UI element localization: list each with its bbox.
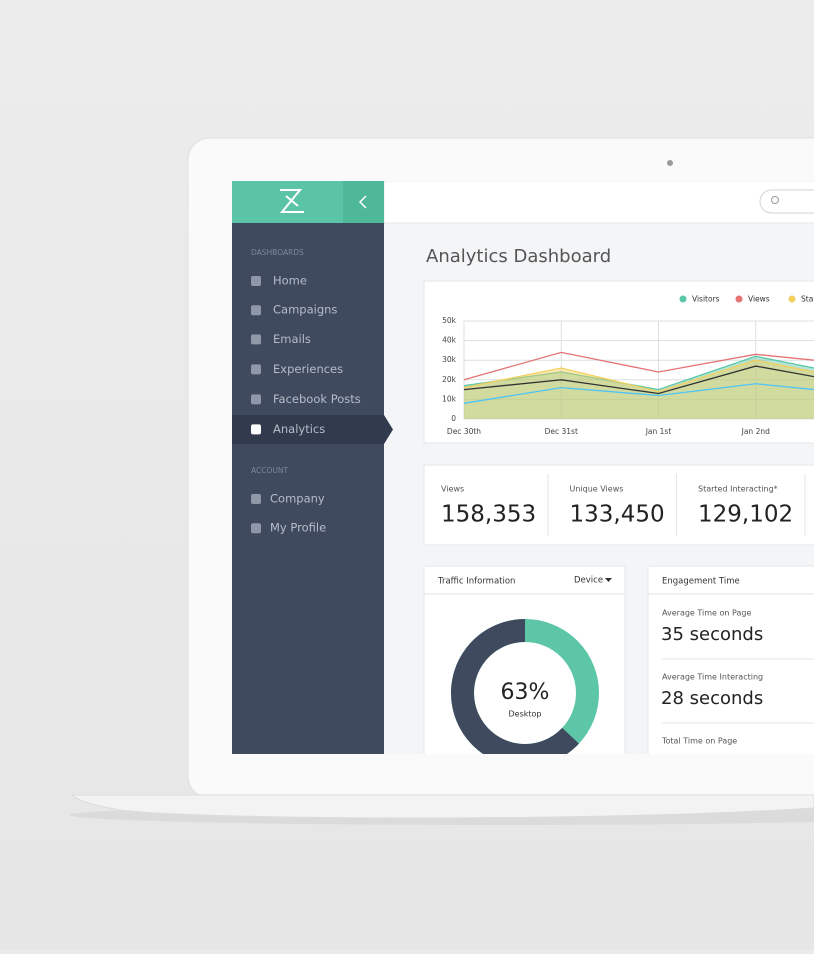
screen: Analytics Dashboard Traffic Information … — [232, 181, 814, 754]
laptop-base — [70, 794, 814, 819]
nav-item[interactable]: Home — [273, 274, 307, 288]
metric-value: 28 seconds — [661, 688, 763, 709]
card-title: Traffic Information — [437, 577, 515, 587]
legend-label: Sta — [801, 295, 813, 304]
donut-segment — [451, 619, 579, 754]
y-tick-label: 20k — [442, 375, 457, 384]
x-tick-label: Dec 31st — [545, 427, 578, 436]
metric-label: Total Time on Page — [661, 737, 737, 746]
nav-item[interactable]: Analytics — [273, 422, 325, 436]
traffic-card — [423, 565, 626, 754]
search-icon — [771, 196, 779, 204]
stat-label: Unique Views — [570, 485, 624, 494]
nav-icon — [251, 424, 261, 435]
stat-value: 129,102 — [698, 502, 793, 528]
line — [463, 351, 814, 381]
logo — [279, 189, 304, 213]
y-tick-label: 0 — [451, 414, 456, 423]
y-tick-label: 30k — [442, 355, 457, 364]
stat-label: Views — [441, 485, 464, 494]
stats-card — [423, 464, 814, 546]
y-tick-label: 10k — [442, 394, 457, 403]
stat-label: Started Interacting* — [698, 485, 778, 494]
nav-item[interactable]: Emails — [273, 332, 311, 346]
stat-value: 133,450 — [570, 502, 665, 528]
donut-value: 63% — [501, 680, 550, 705]
active-pointer — [384, 415, 393, 444]
top-bar — [383, 181, 814, 224]
metric-label: Average Time Interacting — [662, 673, 763, 682]
line — [463, 365, 814, 395]
line — [463, 355, 814, 391]
nav-item[interactable]: Campaigns — [273, 303, 337, 317]
filter[interactable]: Device — [574, 576, 603, 586]
line — [463, 383, 814, 404]
nav-icon — [251, 334, 261, 345]
search-box[interactable] — [759, 189, 814, 214]
camera — [667, 160, 673, 166]
metric-value: 35 seconds — [661, 624, 763, 645]
page-title: Analytics Dashboard — [426, 246, 611, 267]
nav-item[interactable]: Company — [270, 492, 325, 506]
y-tick-label: 40k — [442, 336, 457, 345]
metric-label: Average Time on Page — [662, 609, 751, 618]
section-label: DASHBOARDS — [251, 248, 304, 257]
legend-label: Visitors — [692, 295, 720, 304]
section-label: ACCOUNT — [251, 466, 288, 475]
legend-swatch — [788, 295, 796, 303]
legend-swatch — [735, 295, 743, 303]
legend-swatch — [679, 295, 687, 303]
nav-icon — [251, 364, 261, 375]
stat-value: 158,353 — [441, 502, 536, 528]
chevron — [358, 195, 367, 209]
area — [464, 356, 814, 419]
nav-item[interactable]: Facebook Posts — [273, 392, 361, 406]
x-tick-label: Dec 30th — [447, 427, 481, 436]
nav-icon — [251, 494, 261, 504]
nav-icon — [251, 394, 261, 405]
x-tick-label: Jan 1st — [645, 427, 672, 436]
nav-icon — [251, 305, 261, 316]
nav-icon — [251, 523, 261, 534]
nav-item[interactable]: My Profile — [270, 521, 326, 535]
donut-caption: Desktop — [509, 710, 542, 719]
nav-item[interactable]: Experiences — [273, 362, 343, 376]
y-tick-label: 50k — [442, 316, 457, 325]
line — [463, 359, 814, 393]
nav-icon — [251, 276, 261, 286]
collapse-button[interactable] — [343, 181, 384, 223]
x-tick-label: Jan 2nd — [741, 427, 770, 436]
card-title: Engagement Time — [662, 577, 740, 587]
legend-label: Views — [748, 295, 770, 304]
caret — [605, 578, 612, 582]
